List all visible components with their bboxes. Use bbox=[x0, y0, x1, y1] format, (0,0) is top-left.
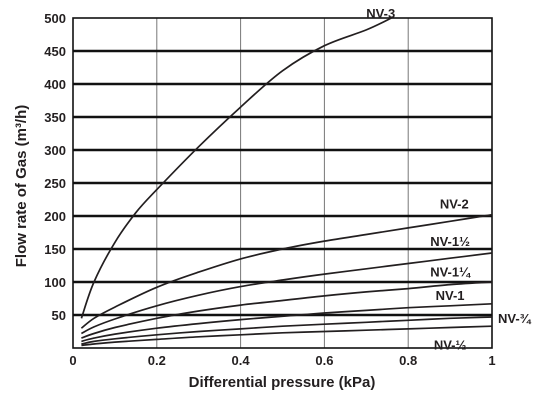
y-tick-label: 200 bbox=[44, 209, 66, 224]
y-tick-label: 250 bbox=[44, 176, 66, 191]
series-label-layer: NV-3 NV-2 NV-1½ NV-1¼ NV-1 NV-¾ NV-½ bbox=[366, 6, 531, 353]
x-tick-label: 0.2 bbox=[148, 353, 166, 368]
x-tick-label: 0 bbox=[69, 353, 76, 368]
series-label: NV-2 bbox=[440, 197, 469, 212]
series-line bbox=[80, 252, 493, 335]
y-tick-label: 300 bbox=[44, 143, 66, 158]
y-tick-label: 100 bbox=[44, 275, 66, 290]
series-line bbox=[80, 17, 392, 319]
series-label: NV-1¼ bbox=[430, 265, 471, 280]
series-line bbox=[81, 281, 493, 339]
series-label: NV-3 bbox=[366, 6, 395, 21]
grid-layer bbox=[72, 17, 493, 349]
series-layer bbox=[80, 17, 493, 347]
y-tick-label: 450 bbox=[44, 44, 66, 59]
x-axis-title: Differential pressure (kPa) bbox=[189, 374, 376, 391]
y-axis-title: Flow rate of Gas (m³/h) bbox=[13, 105, 30, 268]
y-tick-label: 150 bbox=[44, 242, 66, 257]
y-tick-label: 400 bbox=[44, 77, 66, 92]
series-label: NV-¾ bbox=[498, 311, 532, 326]
series-label: NV-1 bbox=[436, 288, 465, 303]
x-tick-label: 0.6 bbox=[315, 353, 333, 368]
series-line bbox=[81, 325, 493, 347]
plot-frame bbox=[72, 17, 493, 349]
tick-layer: 0 0.2 0.4 0.6 0.8 150100150200250300350400450… bbox=[44, 11, 495, 368]
y-tick-label: 350 bbox=[44, 110, 66, 125]
series-label: NV-½ bbox=[434, 338, 467, 353]
series-label: NV-1½ bbox=[430, 234, 470, 249]
series-line bbox=[81, 302, 493, 343]
series-line bbox=[80, 213, 493, 329]
y-tick-label: 500 bbox=[44, 11, 66, 26]
series-line bbox=[81, 316, 493, 345]
x-tick-label: 1 bbox=[488, 353, 495, 368]
y-tick-label: 50 bbox=[52, 308, 66, 323]
x-tick-label: 0.8 bbox=[399, 353, 417, 368]
x-tick-label: 0.4 bbox=[232, 353, 251, 368]
